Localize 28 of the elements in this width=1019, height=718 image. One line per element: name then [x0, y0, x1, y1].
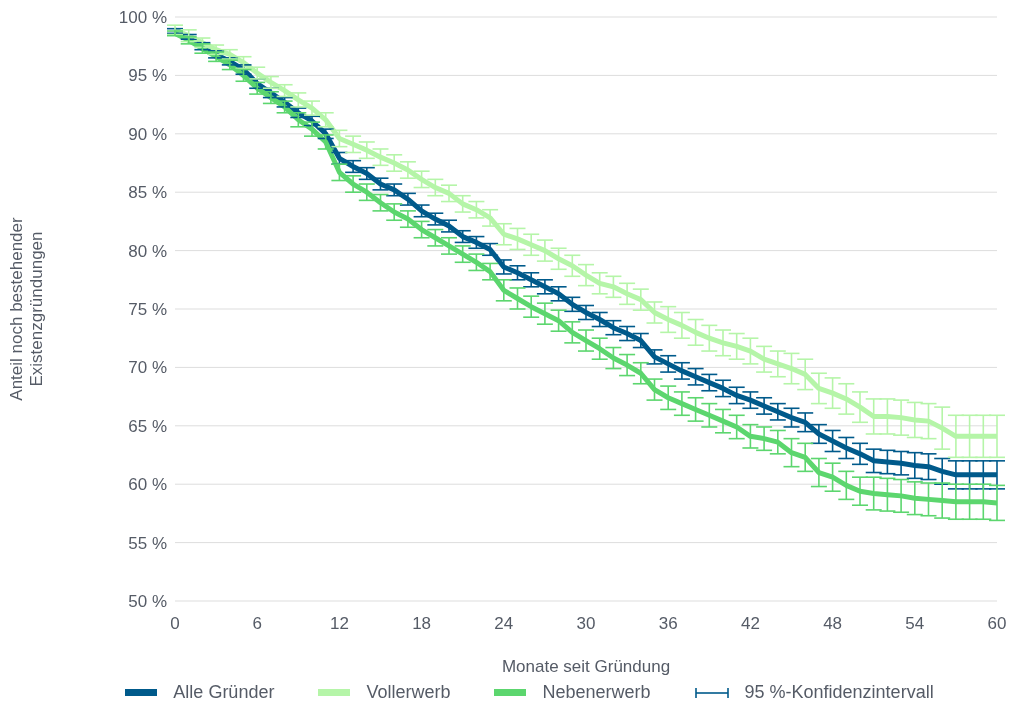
y-tick-label: 65 % [128, 416, 167, 436]
x-tick-label: 12 [329, 614, 349, 634]
y-tick-label: 95 % [128, 66, 167, 86]
x-tick-label: 30 [576, 614, 596, 634]
legend-label: Alle Gründer [173, 682, 275, 703]
legend-label: Nebenerwerb [542, 682, 651, 703]
x-tick-label: 18 [412, 614, 432, 634]
y-axis-title: Anteil noch bestehender Existenzgründungen [7, 216, 46, 401]
x-tick-label: 60 [987, 614, 1007, 634]
y-tick-label: 50 % [128, 592, 167, 612]
x-tick-label: 24 [494, 614, 514, 634]
y-tick-label: 75 % [128, 300, 167, 320]
x-tick-label: 42 [740, 614, 760, 634]
text: 95 %-Konfidenzintervall [744, 682, 934, 703]
y-tick-label: 80 % [128, 241, 167, 261]
x-tick-label: 48 [823, 614, 843, 634]
y-tick-label: 70 % [128, 358, 167, 378]
legend-label: Vollerwerb [366, 682, 451, 703]
y-tick-label: 90 % [128, 124, 167, 144]
y-tick-label: 60 % [128, 475, 167, 495]
y-tick-label: 55 % [128, 533, 167, 553]
x-axis-title: Monate seit Gründung [501, 657, 671, 676]
y-tick-label: 100 % [118, 8, 167, 28]
x-tick-label: 36 [658, 614, 678, 634]
x-tick-label: 54 [905, 614, 925, 634]
x-tick-label: 0 [170, 614, 180, 634]
x-tick-label: 6 [252, 614, 262, 634]
y-tick-label: 85 % [128, 183, 167, 203]
